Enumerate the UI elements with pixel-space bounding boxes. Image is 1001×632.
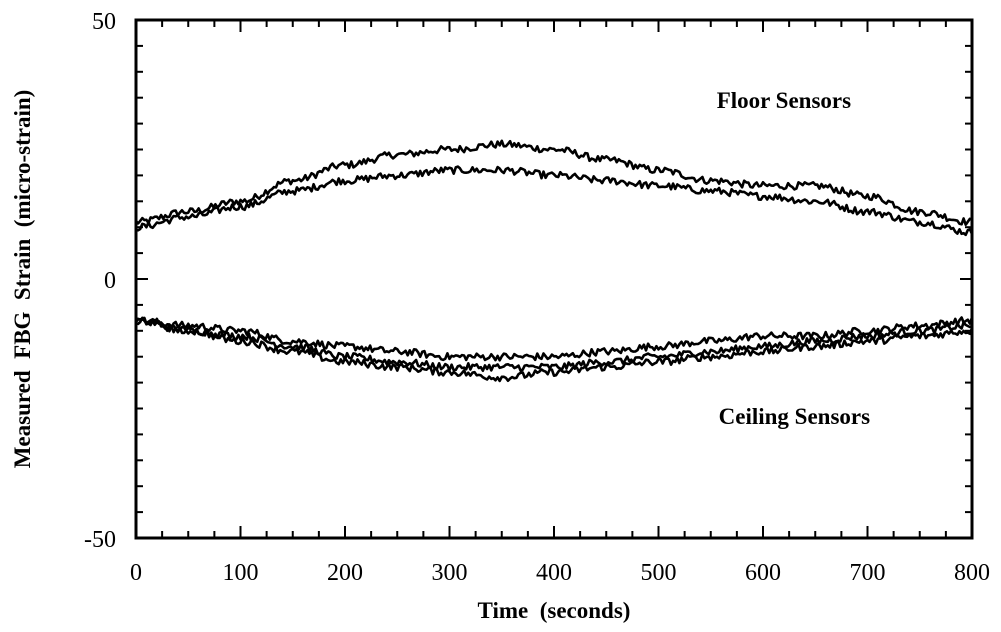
plot-frame — [134, 18, 974, 540]
sensor-group-label: Ceiling Sensors — [719, 404, 870, 429]
x-tick-label: 600 — [745, 560, 781, 586]
x-tick-label: 500 — [641, 560, 677, 586]
sensor-trace-5 — [135, 316, 974, 383]
x-tick-label: 200 — [327, 560, 363, 586]
y-tick-label: 0 — [104, 268, 116, 294]
sensor-trace-3 — [135, 316, 974, 362]
x-tick-label: 400 — [536, 560, 572, 586]
x-tick-label: 0 — [130, 560, 142, 586]
y-tick-label: -50 — [84, 527, 116, 553]
sensor-trace-1 — [135, 139, 973, 226]
x-tick-label: 700 — [850, 560, 886, 586]
sensor-trace-2 — [135, 165, 974, 237]
x-tick-label: 100 — [223, 560, 259, 586]
x-tick-label: 800 — [954, 560, 990, 586]
series-layer — [134, 139, 974, 383]
y-tick-label: 50 — [92, 9, 116, 35]
x-tick-label: 300 — [432, 560, 468, 586]
annotations-layer: Floor Sensors Ceiling Sensors — [717, 88, 870, 429]
y-axis-title: Measured FBG Strain (micro-strain) — [10, 90, 35, 469]
x-axis-title: Time (seconds) — [478, 598, 631, 623]
sensor-group-label: Floor Sensors — [717, 88, 851, 113]
